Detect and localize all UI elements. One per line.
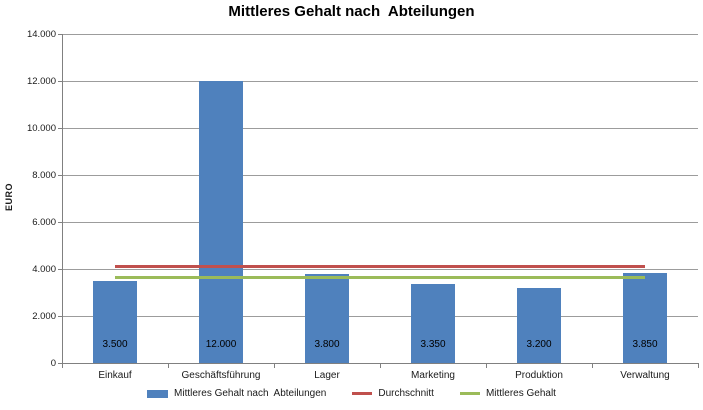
bar-data-label: 3.200 — [526, 339, 552, 350]
category-label: Geschäftsführung — [181, 370, 261, 381]
gridline — [62, 269, 698, 270]
y-axis-tick — [58, 81, 62, 82]
y-axis-tick-label: 4.000 — [32, 264, 56, 275]
y-axis-tick-label: 12.000 — [26, 76, 56, 87]
gridline — [62, 34, 698, 35]
category-label: Produktion — [515, 370, 563, 381]
gridline — [62, 128, 698, 129]
category-label: Einkauf — [98, 370, 132, 381]
y-axis-tick — [58, 222, 62, 223]
category-label: Lager — [314, 370, 340, 381]
x-axis-tick — [698, 364, 699, 368]
legend-line-swatch — [352, 392, 373, 395]
y-axis-tick — [58, 316, 62, 317]
bar — [93, 280, 137, 363]
category-label: Marketing — [411, 370, 455, 381]
y-axis-tick — [58, 269, 62, 270]
chart-legend: Mittleres Gehalt nach Abteilungen Durchsc… — [0, 388, 703, 399]
legend-label: Durchschnitt — [378, 388, 434, 399]
bar-data-label: 3.500 — [102, 339, 128, 350]
bar — [623, 272, 667, 363]
x-axis-tick — [486, 364, 487, 368]
category-label: Verwaltung — [620, 370, 670, 381]
x-axis-tick — [62, 364, 63, 368]
x-axis-tick — [274, 364, 275, 368]
x-axis-line — [62, 363, 699, 364]
x-axis-tick — [380, 364, 381, 368]
y-axis-title: EURO — [4, 183, 14, 212]
y-axis-tick-label: 8.000 — [32, 170, 56, 181]
legend-item: Durchschnitt — [352, 388, 434, 399]
bar-data-label: 12.000 — [205, 339, 237, 350]
y-axis-tick — [58, 363, 62, 364]
x-axis-tick — [168, 364, 169, 368]
legend-bar-swatch — [147, 389, 169, 398]
legend-line-swatch — [459, 392, 480, 395]
bar-data-label: 3.350 — [420, 339, 446, 350]
bar — [517, 287, 561, 363]
gridline — [62, 316, 698, 317]
chart-title: Mittleres Gehalt nach Abteilungen — [228, 3, 475, 20]
gridline — [62, 175, 698, 176]
bar — [411, 284, 455, 363]
y-axis-tick-label: 10.000 — [26, 123, 56, 134]
bar — [199, 81, 243, 363]
y-axis-line — [62, 34, 63, 363]
y-axis-tick-label: 6.000 — [32, 217, 56, 228]
y-axis-tick-label: 2.000 — [32, 311, 56, 322]
average-line — [115, 265, 645, 269]
y-axis-tick-label: 14.000 — [26, 29, 56, 40]
bar-data-label: 3.850 — [632, 339, 658, 350]
legend-item: Mittleres Gehalt nach Abteilungen — [147, 388, 326, 399]
y-axis-tick — [58, 34, 62, 35]
bar — [305, 273, 349, 363]
gridline — [62, 222, 698, 223]
legend-item: Mittleres Gehalt — [459, 388, 556, 399]
x-axis-tick — [592, 364, 593, 368]
y-axis-tick — [58, 128, 62, 129]
median-line — [115, 275, 645, 279]
legend-label: Mittleres Gehalt nach Abteilungen — [174, 388, 327, 399]
y-axis-tick-label: 0 — [50, 358, 56, 369]
y-axis-tick — [58, 175, 62, 176]
gridline — [62, 81, 698, 82]
legend-label: Mittleres Gehalt — [485, 388, 556, 399]
bar-data-label: 3.800 — [314, 339, 340, 350]
